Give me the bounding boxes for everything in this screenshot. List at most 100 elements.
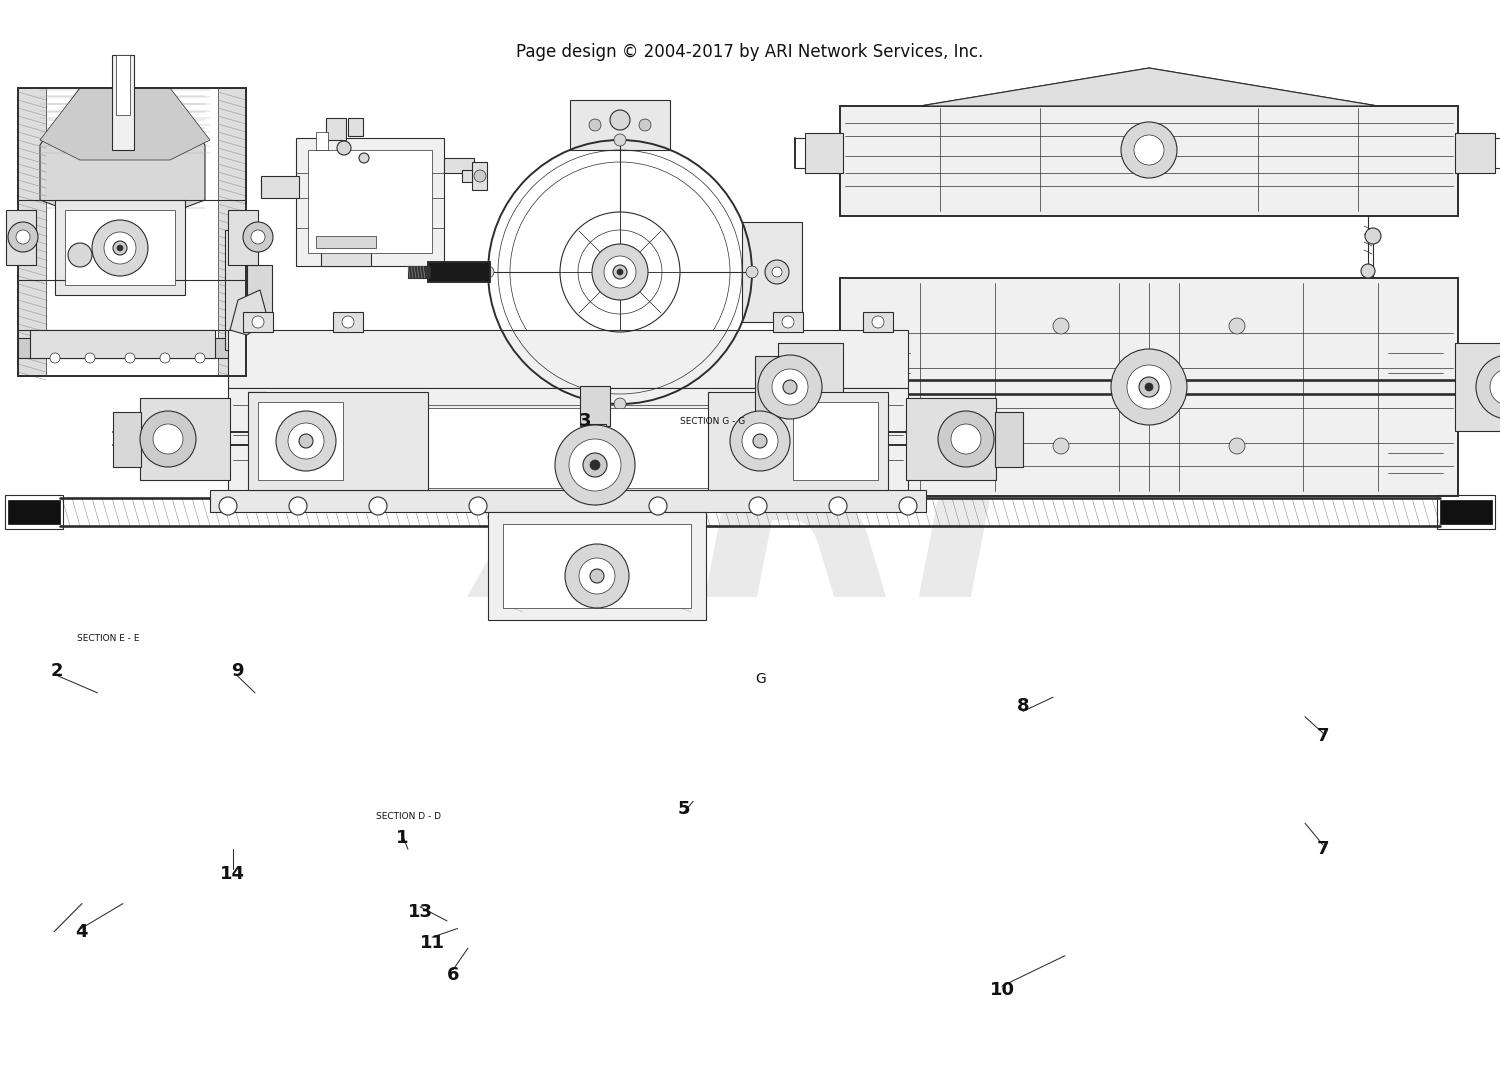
Bar xyxy=(862,312,892,332)
Circle shape xyxy=(590,119,602,131)
Circle shape xyxy=(8,222,38,252)
Bar xyxy=(408,266,430,278)
Text: SECTION E - E: SECTION E - E xyxy=(76,634,140,643)
Bar xyxy=(296,138,444,266)
Circle shape xyxy=(742,424,778,459)
Bar xyxy=(570,100,670,150)
Circle shape xyxy=(590,569,604,583)
Circle shape xyxy=(117,245,123,251)
Circle shape xyxy=(358,153,369,163)
Text: ARI: ARI xyxy=(484,386,1016,655)
Text: Page design © 2004-2017 by ARI Network Services, Inc.: Page design © 2004-2017 by ARI Network S… xyxy=(516,43,984,61)
Bar xyxy=(56,200,184,295)
Text: 5: 5 xyxy=(678,800,690,818)
Circle shape xyxy=(1138,377,1160,397)
Bar xyxy=(228,388,907,498)
Bar xyxy=(228,330,907,388)
Circle shape xyxy=(342,316,354,328)
Circle shape xyxy=(650,497,668,515)
Circle shape xyxy=(195,353,206,363)
Circle shape xyxy=(288,424,324,459)
Text: SECTION D - D: SECTION D - D xyxy=(375,812,441,821)
Bar xyxy=(840,106,1458,216)
Text: 11: 11 xyxy=(420,934,444,951)
Circle shape xyxy=(604,256,636,288)
Bar xyxy=(742,222,802,323)
Circle shape xyxy=(614,397,626,411)
Text: SECTION G - G: SECTION G - G xyxy=(680,417,746,426)
Circle shape xyxy=(871,316,883,328)
Text: 10: 10 xyxy=(990,982,1014,999)
Bar xyxy=(348,118,363,136)
Circle shape xyxy=(338,141,351,155)
Circle shape xyxy=(772,369,808,405)
Circle shape xyxy=(153,424,183,454)
Circle shape xyxy=(1120,122,1178,178)
Bar xyxy=(472,162,488,190)
Circle shape xyxy=(1228,318,1245,334)
Bar xyxy=(333,312,363,332)
Text: 9: 9 xyxy=(231,662,243,680)
Circle shape xyxy=(765,260,789,285)
Bar xyxy=(806,132,843,173)
Circle shape xyxy=(104,232,136,264)
Bar xyxy=(316,132,328,150)
Bar xyxy=(225,230,248,350)
Text: 14: 14 xyxy=(220,866,245,883)
Text: 7: 7 xyxy=(1317,841,1329,858)
Text: 7: 7 xyxy=(1317,728,1329,745)
Bar xyxy=(1455,343,1500,431)
Circle shape xyxy=(783,380,796,394)
Bar xyxy=(321,247,370,266)
Circle shape xyxy=(592,244,648,300)
Bar xyxy=(462,171,482,182)
Bar xyxy=(316,236,376,248)
Circle shape xyxy=(470,497,488,515)
Bar xyxy=(18,338,246,358)
Circle shape xyxy=(251,230,266,244)
Polygon shape xyxy=(230,290,268,334)
Bar xyxy=(210,490,926,512)
Text: 1: 1 xyxy=(396,830,408,847)
Circle shape xyxy=(1360,264,1376,278)
Circle shape xyxy=(616,269,622,275)
Text: 3: 3 xyxy=(579,413,591,430)
Circle shape xyxy=(1144,383,1154,391)
Text: 13: 13 xyxy=(408,904,432,921)
Circle shape xyxy=(610,110,630,130)
Bar xyxy=(30,330,214,358)
Circle shape xyxy=(614,134,626,146)
Bar xyxy=(112,55,134,150)
Bar xyxy=(248,408,888,488)
Bar xyxy=(308,150,432,253)
Circle shape xyxy=(1126,365,1172,409)
Circle shape xyxy=(16,230,30,244)
Polygon shape xyxy=(920,68,1378,106)
Bar xyxy=(64,210,176,285)
Circle shape xyxy=(369,497,387,515)
Bar xyxy=(444,157,474,173)
Circle shape xyxy=(68,243,92,267)
Bar xyxy=(217,88,246,376)
Bar xyxy=(427,262,490,282)
Circle shape xyxy=(639,119,651,131)
Circle shape xyxy=(160,353,170,363)
Circle shape xyxy=(566,544,628,608)
Text: G: G xyxy=(754,672,766,685)
Circle shape xyxy=(290,497,308,515)
Bar xyxy=(248,392,427,490)
Circle shape xyxy=(75,250,86,260)
Circle shape xyxy=(555,425,634,505)
Text: 8: 8 xyxy=(1017,697,1029,715)
Circle shape xyxy=(782,316,794,328)
Circle shape xyxy=(772,267,782,277)
Circle shape xyxy=(1476,355,1500,419)
Circle shape xyxy=(298,434,314,449)
Circle shape xyxy=(1490,369,1500,405)
Bar xyxy=(18,88,246,376)
Circle shape xyxy=(730,411,790,471)
Bar xyxy=(140,397,230,480)
Circle shape xyxy=(1053,318,1070,334)
Circle shape xyxy=(951,424,981,454)
Bar xyxy=(994,412,1023,467)
